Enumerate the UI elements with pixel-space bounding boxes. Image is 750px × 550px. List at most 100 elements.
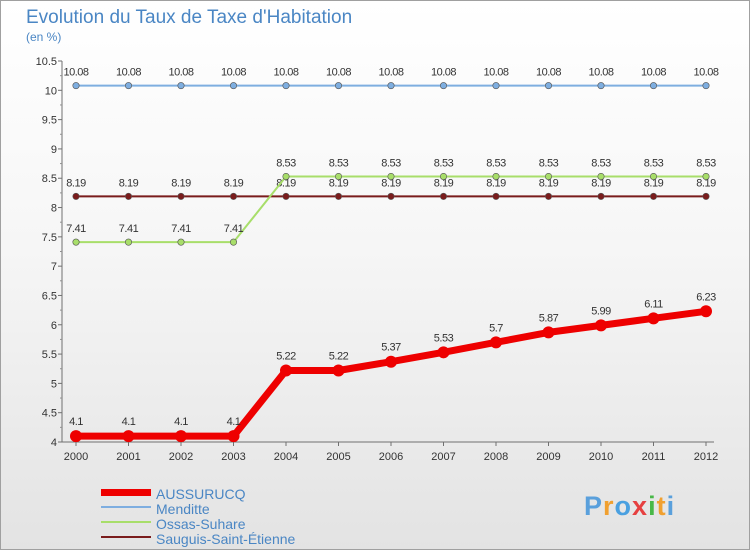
line-chart: 4 4.5 5 5.5 6 6.5 7 7.5 8 8.5 9 9.5 10 10.5 2000 2001 20… <box>36 56 720 463</box>
data-label: 8.19 <box>696 177 716 189</box>
y-tick-label: 8.5 <box>42 173 57 185</box>
legend-item-aussurucq: AUSSURUCQ <box>101 486 361 502</box>
data-label: 7.41 <box>224 223 244 235</box>
data-point <box>280 364 292 377</box>
proxiti-logo: Proxiti <box>584 491 675 522</box>
data-label: 8.53 <box>644 157 664 169</box>
data-label: 7.41 <box>171 223 191 235</box>
y-tick-label: 6 <box>51 320 57 332</box>
data-point <box>492 82 500 90</box>
data-label: 10.08 <box>221 67 246 79</box>
data-label: 10.08 <box>168 67 193 79</box>
y-tick-label: 9 <box>51 144 57 156</box>
data-point <box>70 430 82 443</box>
chart-title: Evolution du Taux de Taxe d'Habitation <box>26 7 353 28</box>
data-label: 8.19 <box>434 177 454 189</box>
data-label: 8.19 <box>119 177 139 189</box>
data-label: 5.37 <box>381 342 401 354</box>
series-sauguis-saint-tienne: 8.19 8.19 8.19 8.19 8.19 8.19 8.19 8.19 8.19 8.19… <box>66 177 717 200</box>
x-tick-label: 2004 <box>274 451 298 463</box>
logo-letter: i <box>666 491 676 521</box>
data-label: 5.87 <box>539 312 559 324</box>
data-point <box>72 82 80 90</box>
legend-label-menditte: Menditte <box>156 501 210 517</box>
data-point <box>125 82 133 90</box>
series-menditte: 10.08 10.08 10.08 10.08 10.08 10.08 10.08 10.08… <box>63 67 719 90</box>
data-point <box>122 430 135 443</box>
data-point <box>177 82 185 90</box>
x-tick-label: 2007 <box>431 451 455 463</box>
y-tick-label: 10 <box>45 85 57 97</box>
data-point <box>282 82 290 90</box>
legend-label-ossas-suhare: Ossas-Suhare <box>156 516 246 532</box>
data-label: 7.41 <box>119 223 139 235</box>
data-label: 8.19 <box>591 177 611 189</box>
data-label: 8.53 <box>539 157 559 169</box>
x-tick-label: 2012 <box>694 451 718 463</box>
series-layer: 10.08 10.08 10.08 10.08 10.08 10.08 10.08 10.08… <box>63 67 719 443</box>
data-label: 4.1 <box>227 416 241 428</box>
logo-letter: o <box>614 491 633 521</box>
data-point <box>649 172 657 180</box>
data-label: 8.53 <box>276 157 296 169</box>
x-tick-label: 2011 <box>642 451 666 463</box>
data-point <box>334 172 342 180</box>
data-point <box>597 192 605 200</box>
series-line <box>72 307 710 440</box>
data-point <box>334 82 342 90</box>
data-label: 5.22 <box>276 350 296 362</box>
data-point <box>387 82 395 90</box>
logo-letter: P <box>584 491 604 521</box>
data-label: 8.19 <box>486 177 506 189</box>
data-label: 10.08 <box>693 67 718 79</box>
data-point <box>439 82 447 90</box>
data-label: 8.53 <box>381 157 401 169</box>
data-point <box>175 430 187 443</box>
data-point <box>385 355 397 368</box>
data-label: 10.08 <box>273 67 298 79</box>
logo-letter: x <box>632 491 649 521</box>
data-point <box>332 364 345 377</box>
data-label: 8.19 <box>381 177 401 189</box>
data-label: 10.08 <box>378 67 403 79</box>
legend-swatch-sauguis-saint-etienne <box>101 536 151 538</box>
logo-letter: i <box>648 491 657 521</box>
axes: 4 4.5 5 5.5 6 6.5 7 7.5 8 8.5 9 9.5 10 10.5 2000 2001 20… <box>36 56 719 463</box>
data-label: 8.19 <box>224 177 244 189</box>
logo-letter: r <box>603 491 615 521</box>
y-tick-label: 4.5 <box>42 408 57 420</box>
data-label: 6.11 <box>644 298 663 310</box>
data-label: 10.08 <box>116 67 141 79</box>
y-tick-label: 4 <box>51 437 57 449</box>
legend-swatch-aussurucq <box>101 489 151 496</box>
x-tick-label: 2005 <box>326 451 350 463</box>
data-point <box>437 346 450 359</box>
data-point <box>230 82 238 90</box>
legend-label-aussurucq: AUSSURUCQ <box>156 486 246 502</box>
data-point <box>72 192 80 200</box>
x-tick-label: 2010 <box>589 451 613 463</box>
x-tick-label: 2009 <box>536 451 560 463</box>
legend-item-ossas-suhare: Ossas-Suhare <box>101 516 361 532</box>
data-point <box>387 192 395 200</box>
data-label: 5.7 <box>489 322 503 334</box>
data-point <box>702 192 710 200</box>
data-label: 10.08 <box>483 67 508 79</box>
data-label: 8.53 <box>329 157 349 169</box>
data-point <box>230 238 238 246</box>
data-label: 8.19 <box>171 177 191 189</box>
x-tick-label: 2001 <box>116 451 140 463</box>
data-point <box>439 172 447 180</box>
y-tick-label: 5.5 <box>42 349 57 361</box>
x-tick-label: 2000 <box>64 451 88 463</box>
data-point <box>702 172 710 180</box>
chart-subtitle: (en %) <box>26 30 62 44</box>
data-point <box>72 238 80 246</box>
data-point <box>177 192 185 200</box>
logo-letter: t <box>656 491 667 521</box>
data-point <box>649 82 657 90</box>
data-point <box>492 172 500 180</box>
data-label: 5.22 <box>329 350 349 362</box>
data-point <box>490 336 502 349</box>
